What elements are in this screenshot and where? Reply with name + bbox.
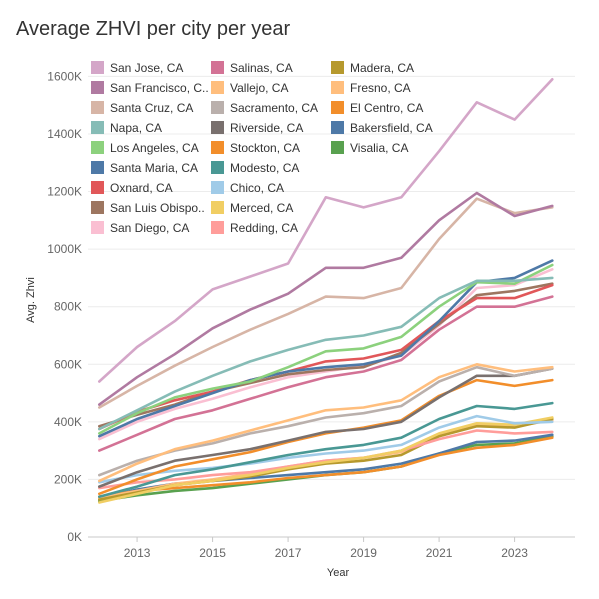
legend-label-santa-cruz-ca[interactable]: Santa Cruz, CA [110,101,193,115]
legend-swatch-sacramento-ca [211,101,224,114]
series-line-santa-cruz-ca[interactable] [98,197,554,409]
legend-label-riverside-ca[interactable]: Riverside, CA [230,121,303,135]
series-line-vallejo-ca[interactable] [98,362,554,483]
series-line-el-centro-ca[interactable] [98,436,554,499]
x-tick-label: 2021 [426,546,453,560]
legend-swatch-stockton-ca [211,141,224,154]
legend-label-bakersfield-ca[interactable]: Bakersfield, CA [350,121,433,135]
legend-label-redding-ca[interactable]: Redding, CA [230,221,298,235]
chart-title: Average ZHVI per city per year [16,18,291,40]
legend-label-santa-maria-ca[interactable]: Santa Maria, CA [110,161,198,175]
y-axis-label: Avg. Zhvi [25,277,37,323]
y-tick-label: 1400K [47,127,82,141]
legend-swatch-santa-cruz-ca [91,101,104,114]
y-tick-label: 200K [54,472,82,486]
legend-swatch-redding-ca [211,221,224,234]
legend-swatch-san-diego-ca [91,221,104,234]
y-tick-label: 1200K [47,185,82,199]
axes: 0K 200K 400K 600K 800K 1000K 1200K 1400K 1600K 20… [47,69,528,560]
legend-swatch-vallejo-ca [211,81,224,94]
legend-swatch-visalia-ca [331,141,344,154]
legend-label-vallejo-ca[interactable]: Vallejo, CA [230,81,288,95]
legend-label-oxnard-ca[interactable]: Oxnard, CA [110,181,173,195]
series-line-napa-ca[interactable] [98,276,554,431]
legend-label-madera-ca[interactable]: Madera, CA [350,61,414,75]
series-line-merced-ca[interactable] [98,416,554,504]
legend-swatch-oxnard-ca [91,181,104,194]
legend-label-san-jose-ca[interactable]: San Jose, CA [110,61,183,75]
legend-swatch-napa-ca [91,121,104,134]
series-line-oxnard-ca[interactable] [98,283,554,431]
series-line-chico-ca[interactable] [98,414,554,484]
series-line-san-diego-ca[interactable] [98,267,554,441]
legend-label-el-centro-ca[interactable]: El Centro, CA [350,101,423,115]
y-tick-label: 1000K [47,242,82,256]
legend-label-fresno-ca[interactable]: Fresno, CA [350,81,411,95]
legend-label-stockton-ca[interactable]: Stockton, CA [230,141,300,155]
x-tick-label: 2013 [124,546,151,560]
y-tick-label: 1600K [47,69,82,83]
legend-label-visalia-ca[interactable]: Visalia, CA [350,141,408,155]
legend-label-chico-ca[interactable]: Chico, CA [230,181,284,195]
legend-swatch-salinas-ca [211,61,224,74]
legend-swatch-san-jose-ca [91,61,104,74]
x-tick-label: 2017 [275,546,302,560]
legend-swatch-bakersfield-ca [331,121,344,134]
legend-swatch-madera-ca [331,61,344,74]
series-line-riverside-ca[interactable] [98,367,554,488]
legend-label-los-angeles-ca[interactable]: Los Angeles, CA [110,141,199,155]
series-line-salinas-ca[interactable] [98,295,554,452]
legend-swatch-modesto-ca [211,161,224,174]
legend-label-salinas-ca[interactable]: Salinas, CA [230,61,293,75]
x-tick-label: 2023 [501,546,528,560]
x-tick-label: 2015 [199,546,226,560]
legend-swatch-merced-ca [211,201,224,214]
legend-label-san-francisco-c[interactable]: San Francisco, C.. [110,81,209,95]
series-line-san-jose-ca[interactable] [98,78,554,383]
legend-label-san-diego-ca[interactable]: San Diego, CA [110,221,189,235]
legend-label-san-luis-obispo[interactable]: San Luis Obispo.. [110,201,205,215]
legend-label-sacramento-ca[interactable]: Sacramento, CA [230,101,318,115]
legend-swatch-riverside-ca [211,121,224,134]
series-line-sacramento-ca[interactable] [98,365,554,477]
legend-swatch-el-centro-ca [331,101,344,114]
series-line-san-luis-obispo[interactable] [98,282,554,428]
series-line-san-francisco-c[interactable] [98,191,554,406]
legend-swatch-fresno-ca [331,81,344,94]
y-tick-label: 400K [54,415,82,429]
series-lines [98,78,554,504]
series-line-redding-ca[interactable] [98,429,554,490]
legend-label-merced-ca[interactable]: Merced, CA [230,201,293,215]
x-axis-label: Year [327,567,350,579]
y-tick-label: 0K [67,530,82,544]
legend-label-napa-ca[interactable]: Napa, CA [110,121,162,135]
grid-lines [88,75,575,538]
legend-swatch-san-francisco-c [91,81,104,94]
legend-swatch-santa-maria-ca [91,161,104,174]
legend-label-modesto-ca[interactable]: Modesto, CA [230,161,299,175]
y-tick-label: 800K [54,300,82,314]
y-tick-label: 600K [54,357,82,371]
legend: San Jose, CA Salinas, CA Madera, CA San Fra… [91,61,433,235]
series-line-modesto-ca[interactable] [98,401,554,499]
legend-swatch-chico-ca [211,181,224,194]
legend-swatch-san-luis-obispo [91,201,104,214]
series-line-stockton-ca[interactable] [98,378,554,496]
x-tick-label: 2019 [350,546,377,560]
legend-swatch-los-angeles-ca [91,141,104,154]
